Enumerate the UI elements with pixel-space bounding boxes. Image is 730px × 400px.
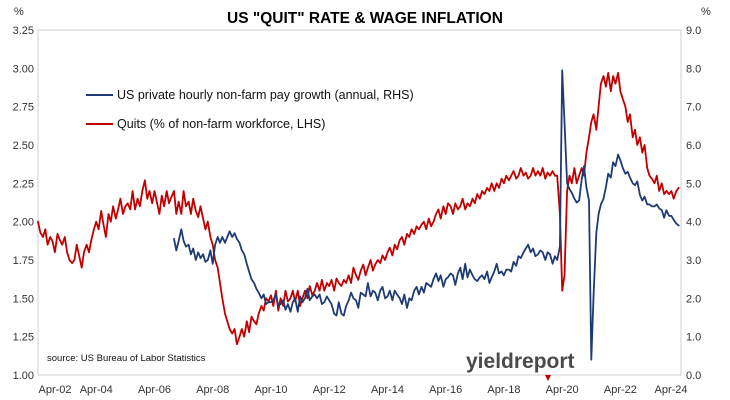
left-tick-label: 1.75 <box>13 255 34 267</box>
x-tick-label: Apr-20 <box>546 384 579 396</box>
x-tick-label: Apr-24 <box>654 384 687 396</box>
left-tick-label: 1.50 <box>13 293 34 305</box>
left-tick-label: 2.25 <box>13 178 34 190</box>
right-tick-label: 8.0 <box>686 63 701 75</box>
right-tick-label: 3.0 <box>686 255 701 267</box>
yieldreport-logo: yieldreport <box>466 350 575 381</box>
x-tick-label: Apr-14 <box>371 384 404 396</box>
right-axis-unit: % <box>701 6 711 18</box>
left-tick-label: 2.75 <box>13 102 34 114</box>
x-tick-label: Apr-22 <box>604 384 637 396</box>
series-line-quits <box>37 72 680 346</box>
series-line-pay-growth <box>173 69 680 361</box>
left-axis-unit: % <box>14 6 24 18</box>
x-axis: Apr-02 Apr-04 Apr-06 Apr-08 Apr-10 Apr-12 Apr-… <box>38 384 687 396</box>
left-tick-label: 1.25 <box>13 332 34 344</box>
legend-label-quits: Quits (% of non-farm workforce, LHS) <box>117 117 325 131</box>
left-tick-label: 2.00 <box>13 217 34 229</box>
legend: US private hourly non-farm pay growth (a… <box>86 88 414 131</box>
left-tick-label: 3.25 <box>13 25 34 37</box>
chart-title: US "QUIT" RATE & WAGE INFLATION <box>227 10 503 27</box>
x-tick-label: Apr-12 <box>313 384 346 396</box>
x-tick-label: Apr-16 <box>429 384 462 396</box>
left-axis: 1.00 1.25 1.50 1.75 2.00 2.25 2.50 2.75 3.00 3.25 <box>13 25 34 382</box>
plot-area <box>37 29 682 376</box>
right-axis: 0.0 1.0 2.0 3.0 4.0 5.0 6.0 7.0 8.0 9.0 <box>686 25 701 382</box>
right-tick-label: 6.0 <box>686 140 701 152</box>
right-tick-label: 7.0 <box>686 102 701 114</box>
legend-label-pay-growth: US private hourly non-farm pay growth (a… <box>117 88 414 102</box>
left-tick-label: 3.00 <box>13 63 34 75</box>
left-tick-label: 2.50 <box>13 140 34 152</box>
right-tick-label: 9.0 <box>686 25 701 37</box>
right-tick-label: 1.0 <box>686 332 701 344</box>
x-tick-label: Apr-02 <box>38 384 71 396</box>
right-tick-label: 2.0 <box>686 293 701 305</box>
brand-accent-mark <box>545 375 551 381</box>
source-note: source: US Bureau of Labor Statistics <box>47 353 206 364</box>
right-tick-label: 5.0 <box>686 178 701 190</box>
x-tick-label: Apr-04 <box>80 384 113 396</box>
series-layer <box>37 69 680 361</box>
x-tick-label: Apr-06 <box>138 384 171 396</box>
right-tick-label: 4.0 <box>686 217 701 229</box>
x-tick-label: Apr-18 <box>487 384 520 396</box>
right-tick-label: 0.0 <box>686 370 701 382</box>
left-tick-label: 1.00 <box>13 370 34 382</box>
x-tick-label: Apr-08 <box>196 384 229 396</box>
x-tick-label: Apr-10 <box>254 384 287 396</box>
brand-wordmark: yieldreport <box>466 350 575 373</box>
